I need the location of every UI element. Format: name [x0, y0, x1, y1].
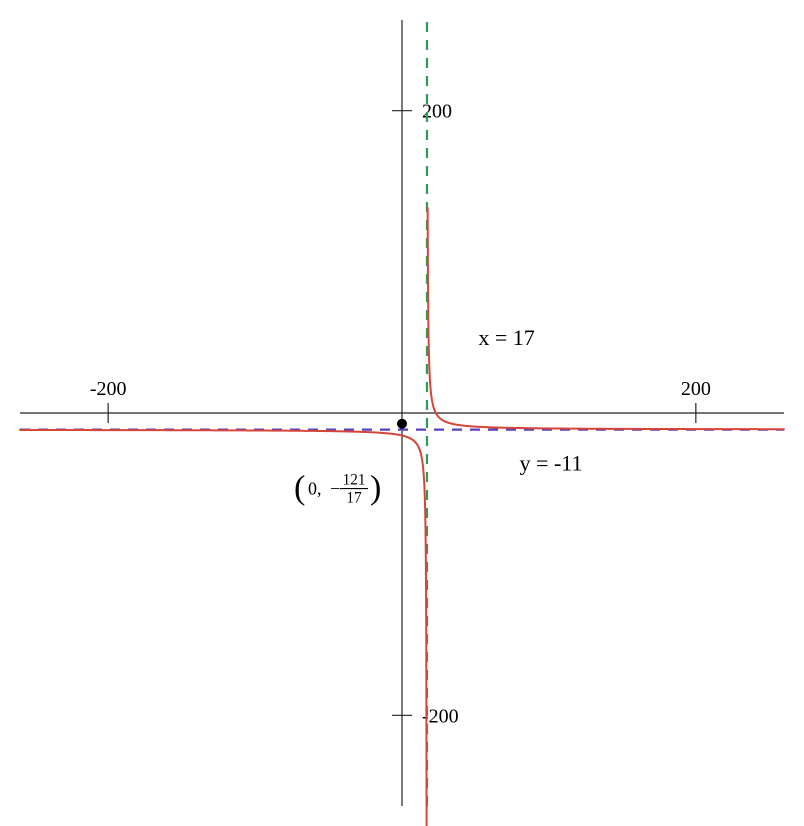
svg-text:121: 121 [343, 472, 366, 489]
x-tick-label: 200 [681, 378, 711, 400]
y-intercept-point [397, 419, 407, 429]
curve-left-branch [20, 430, 427, 826]
y-intercept-label: (0, −12117) [294, 470, 381, 507]
horizontal-asymptote-label: y = -11 [520, 450, 583, 475]
asymptote-chart: -200200200-200y = -11x = 17(0, −12117) [0, 0, 804, 826]
svg-text:(: ( [294, 470, 305, 507]
svg-text:): ) [370, 470, 381, 507]
curve-right-branch [428, 208, 784, 429]
vertical-asymptote-label: x = 17 [478, 325, 534, 350]
svg-text:0,: 0, [308, 479, 322, 499]
x-tick-label: -200 [90, 378, 127, 400]
svg-text:17: 17 [346, 490, 362, 507]
svg-text:−: − [330, 479, 340, 499]
